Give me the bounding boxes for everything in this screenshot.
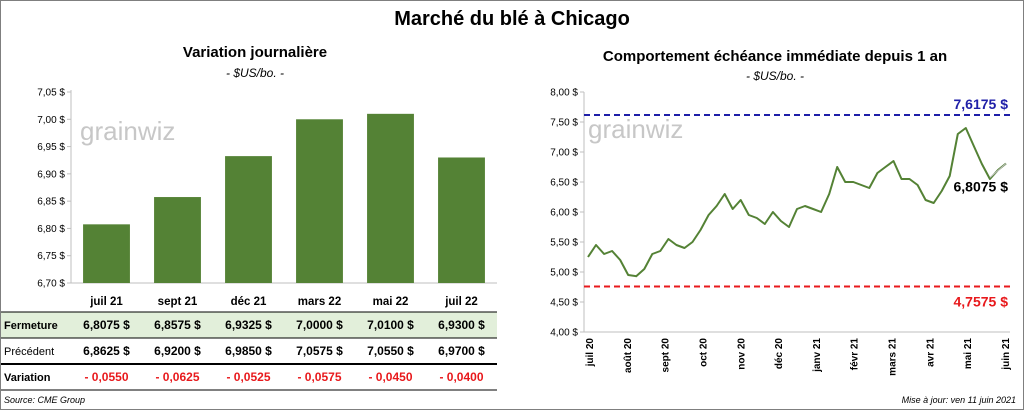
right-x-tick-label: nov 20 (736, 338, 747, 370)
right-y-tick-label: 5,00 $ (550, 268, 578, 279)
right-x-tick-label: juin 21 (1001, 338, 1012, 371)
category-label: juil 21 (89, 296, 123, 308)
right-chart-unit: - $US/bo. - (745, 69, 805, 83)
left-chart-title: Variation journalière (182, 44, 328, 61)
last-label: 6,8075 $ (954, 179, 1009, 195)
table-cell: - 0,0450 (368, 370, 412, 384)
left-chart-unit: - $US/bo. - (225, 66, 285, 80)
table-cell: 6,8575 $ (154, 318, 201, 332)
right-y-tick-label: 4,00 $ (550, 328, 578, 339)
table-cell: 6,8625 $ (83, 344, 130, 358)
bar-2 (225, 156, 272, 283)
bar-1 (154, 197, 201, 283)
left-y-tick-label: 6,70 $ (37, 279, 65, 290)
table-cell: 7,0575 $ (296, 344, 343, 358)
bar-0 (83, 224, 130, 283)
category-label: juil 22 (444, 296, 478, 308)
right-y-tick-label: 5,50 $ (550, 238, 578, 249)
bar-3 (296, 119, 343, 284)
table-cell: 6,9700 $ (438, 344, 485, 358)
right-chart-title: Comportement échéance immédiate depuis 1… (602, 48, 948, 65)
right-y-tick-label: 4,50 $ (550, 298, 578, 309)
table-cell: 7,0000 $ (296, 318, 343, 332)
left-y-tick-label: 6,90 $ (37, 169, 65, 180)
table-cell: - 0,0525 (226, 370, 270, 384)
right-x-tick-label: juil 20 (585, 338, 596, 368)
table-cell: 6,9300 $ (438, 318, 485, 332)
right-x-tick-label: mars 21 (888, 338, 899, 376)
table-cell: 6,9850 $ (225, 344, 272, 358)
source-note: Source: CME Group (4, 395, 86, 405)
category-label: sept 21 (158, 296, 198, 308)
high-label: 7,6175 $ (954, 96, 1009, 112)
left-y-tick-label: 6,80 $ (37, 224, 65, 235)
page-title: Marché du blé à Chicago (394, 8, 630, 30)
right-y-tick-label: 7,00 $ (550, 148, 578, 159)
table-cell: 7,0550 $ (367, 344, 414, 358)
table-cell: 7,0100 $ (367, 318, 414, 332)
low-label: 4,7575 $ (954, 294, 1009, 310)
table-cell: - 0,0550 (84, 370, 128, 384)
right-x-tick-label: déc 20 (774, 338, 785, 370)
left-y-tick-label: 6,85 $ (37, 197, 65, 208)
table-cell: 6,9200 $ (154, 344, 201, 358)
bar-4 (367, 113, 414, 283)
right-x-tick-label: févr 21 (850, 338, 861, 371)
right-x-tick-label: août 20 (623, 338, 634, 373)
price-line (587, 127, 1007, 278)
watermark-right: grainwiz (588, 114, 683, 144)
table-row-label: Précédent (4, 346, 54, 358)
last-leader-line (989, 163, 1007, 178)
right-x-tick-label: oct 20 (698, 338, 709, 367)
right-x-tick-label: janv 21 (812, 338, 823, 373)
right-x-tick-label: mai 21 (963, 338, 974, 370)
table-cell: - 0,0575 (297, 370, 341, 384)
right-y-tick-label: 7,50 $ (550, 118, 578, 129)
watermark-left: grainwiz (80, 116, 175, 146)
category-label: déc 21 (231, 296, 267, 308)
right-y-tick-label: 6,00 $ (550, 208, 578, 219)
table-cell: 6,9325 $ (225, 318, 272, 332)
right-x-tick-label: sept 20 (661, 338, 672, 373)
bar-5 (438, 157, 485, 283)
left-y-tick-label: 6,75 $ (37, 251, 65, 262)
left-y-tick-label: 7,05 $ (37, 88, 65, 99)
table-cell: 6,8075 $ (83, 318, 130, 332)
update-note: Mise à jour: ven 11 juin 2021 (901, 395, 1016, 405)
left-y-tick-label: 6,95 $ (37, 142, 65, 153)
table-row-label: Fermeture (4, 320, 58, 332)
left-y-tick-label: 7,00 $ (37, 115, 65, 126)
right-y-tick-label: 8,00 $ (550, 88, 578, 99)
category-label: mars 22 (298, 296, 341, 308)
table-cell: - 0,0625 (155, 370, 199, 384)
right-x-tick-label: avr 21 (925, 338, 936, 367)
right-y-tick-label: 6,50 $ (550, 178, 578, 189)
table-cell: - 0,0400 (439, 370, 483, 384)
category-label: mai 22 (373, 296, 409, 308)
table-row-highlight (1, 312, 497, 338)
table-row-label: Variation (4, 372, 51, 384)
